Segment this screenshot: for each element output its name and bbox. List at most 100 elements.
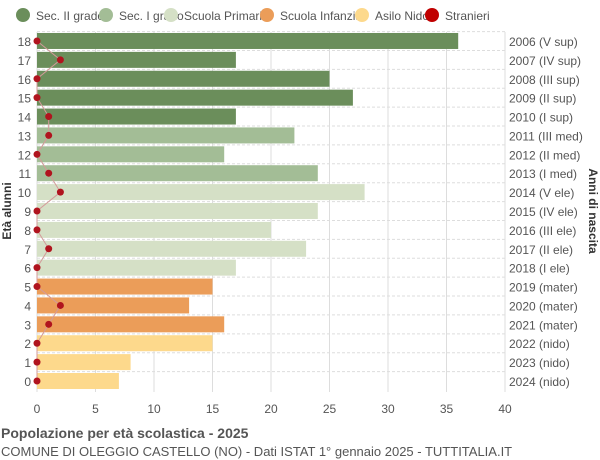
bar (37, 202, 318, 219)
year-label: 2024 (nido) (509, 375, 570, 389)
bar (37, 373, 119, 389)
legend-label: Asilo Nido (375, 9, 429, 23)
y-axis-title: Età alunni (0, 182, 14, 239)
x-tick-label: 20 (264, 402, 278, 416)
stranieri-point (45, 245, 53, 253)
year-label: 2021 (mater) (509, 318, 578, 332)
x-tick-label: 15 (206, 402, 220, 416)
year-label: 2018 (I ele) (509, 262, 570, 276)
bar (37, 89, 353, 106)
y-tick-label: 17 (18, 54, 32, 68)
bar (37, 259, 236, 276)
bar (37, 108, 236, 125)
legend-marker (99, 8, 113, 22)
year-label: 2020 (mater) (509, 299, 578, 313)
y-tick-label: 16 (18, 73, 32, 87)
legend-marker (260, 8, 274, 22)
stranieri-point (33, 283, 41, 291)
bar (37, 127, 295, 144)
stranieri-point (33, 207, 41, 215)
bar (37, 354, 131, 371)
bar (37, 278, 213, 295)
stranieri-point (33, 150, 41, 158)
stranieri-point (45, 131, 53, 139)
year-label: 2016 (III ele) (509, 224, 576, 238)
legend-label: Scuola Infanzia (280, 9, 362, 23)
y-tick-label: 6 (24, 262, 31, 276)
y-tick-label: 14 (18, 111, 32, 125)
year-label: 2017 (II ele) (509, 243, 573, 257)
bar (37, 165, 318, 182)
legend-marker (425, 8, 439, 22)
y-tick-label: 18 (18, 35, 32, 49)
chart-subtitle: COMUNE DI OLEGGIO CASTELLO (NO) - Dati I… (1, 444, 513, 459)
stranieri-point (56, 301, 64, 309)
year-label: 2019 (mater) (509, 281, 578, 295)
chart-title: Popolazione per età scolastica - 2025 (1, 425, 249, 441)
stranieri-point (56, 56, 64, 64)
bar (37, 184, 365, 201)
stranieri-point (33, 264, 41, 272)
y-tick-label: 9 (24, 205, 31, 219)
bar (37, 221, 271, 238)
year-label: 2022 (nido) (509, 337, 570, 351)
x-tick-label: 0 (34, 402, 41, 416)
stranieri-point (33, 358, 41, 366)
legend-marker (164, 8, 178, 22)
x-tick-label: 10 (147, 402, 161, 416)
stranieri-point (33, 377, 41, 385)
stranieri-point (45, 320, 53, 328)
y-tick-label: 10 (18, 186, 32, 200)
year-label: 2006 (V sup) (509, 35, 578, 49)
bar (37, 51, 236, 68)
bar (37, 316, 225, 333)
year-label: 2007 (IV sup) (509, 54, 581, 68)
year-label: 2010 (I sup) (509, 111, 573, 125)
y-tick-label: 3 (24, 318, 31, 332)
y-tick-label: 2 (24, 337, 31, 351)
chart-svg: Sec. II grado Sec. I grado Scuola Primaria… (0, 8, 600, 416)
stranieri-point (45, 113, 53, 121)
year-label: 2013 (I med) (509, 167, 577, 181)
y-tick-label: 15 (18, 92, 32, 106)
year-label: 2015 (IV ele) (509, 205, 578, 219)
y-tick-label: 13 (18, 129, 32, 143)
bar (37, 32, 459, 49)
bar (37, 70, 330, 87)
y-tick-label: 5 (24, 281, 31, 295)
year-label: 2011 (III med) (509, 129, 583, 143)
x-tick-label: 5 (92, 402, 99, 416)
y-tick-label: 0 (24, 375, 31, 389)
y-tick-label: 1 (24, 356, 31, 370)
stranieri-point (33, 94, 41, 102)
year-label: 2023 (nido) (509, 356, 570, 370)
legend-label: Scuola Primaria (184, 9, 269, 23)
bar (37, 146, 225, 163)
stranieri-point (33, 75, 41, 83)
stranieri-point (33, 339, 41, 347)
bar (37, 335, 213, 352)
x-tick-label: 30 (381, 402, 395, 416)
x-tick-label: 25 (323, 402, 337, 416)
stranieri-point (45, 169, 53, 177)
y-tick-label: 8 (24, 224, 31, 238)
y-tick-label: 4 (24, 299, 31, 313)
x-tick-label: 40 (498, 402, 512, 416)
y-axis-right-title: Anni di nascita (586, 168, 600, 254)
year-label: 2014 (V ele) (509, 186, 574, 200)
year-label: 2012 (II med) (509, 148, 580, 162)
year-label: 2009 (II sup) (509, 92, 576, 106)
y-tick-label: 7 (24, 243, 31, 257)
y-tick-label: 12 (18, 148, 32, 162)
legend-marker (355, 8, 369, 22)
stranieri-point (33, 37, 41, 45)
legend-marker (16, 8, 30, 22)
stranieri-point (33, 226, 41, 234)
stranieri-point (56, 188, 64, 196)
bar (37, 297, 190, 314)
y-tick-label: 11 (19, 167, 32, 181)
legend-label: Sec. II grado (36, 9, 104, 23)
year-label: 2008 (III sup) (509, 73, 580, 87)
legend-label: Stranieri (445, 9, 490, 23)
